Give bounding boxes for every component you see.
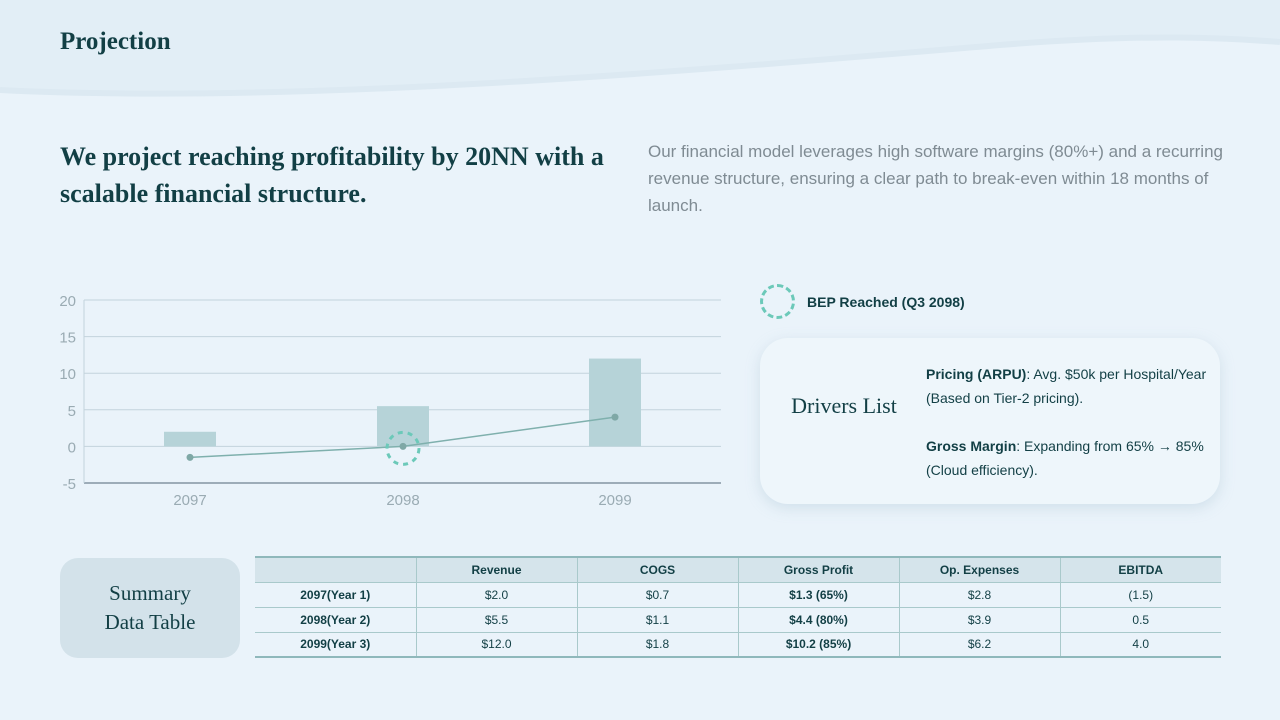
table-row: 2098(Year 2) $5.5 $1.1 $4.4 (80%) $3.9 0.5 [255, 606, 1221, 632]
summary-title: Summary Data Table [60, 558, 240, 658]
bar-2099 [589, 358, 641, 447]
table-cell: $1.1 [576, 606, 738, 632]
bep-label: BEP Reached (Q3 2098) [807, 293, 965, 310]
page-title: Projection [60, 28, 171, 55]
bep-marker [385, 430, 421, 466]
y-tick-label: 10 [59, 366, 76, 383]
bar-2097 [164, 431, 216, 447]
y-tick-label: 5 [68, 403, 76, 420]
description: Our financial model leverages high softw… [648, 142, 1223, 215]
x-tick-label: 2099 [598, 492, 631, 509]
drivers-title: Drivers List [791, 393, 897, 418]
driver-item: Pricing (ARPU): Avg. $50k per Hospital/Y… [926, 362, 1211, 410]
revenue-ebitda-chart: 20 15 10 5 0 -5 2097 2098 2099 [59, 293, 721, 509]
summary-table: Revenue COGS Gross Profit Op. Expenses EBITD… [255, 556, 1221, 658]
table-cell: $4.4 (80%) [737, 606, 899, 632]
table-cell: $10.2 (85%) [737, 631, 899, 657]
column-header: Revenue [415, 557, 577, 582]
table-cell: (1.5) [1059, 581, 1221, 607]
column-header: EBITDA [1059, 557, 1221, 582]
driver-label: Pricing (ARPU) [926, 366, 1027, 382]
table-cell: 2097(Year 1) [255, 581, 416, 607]
table-row: 2099(Year 3) $12.0 $1.8 $10.2 (85%) $6.2 4.0 [255, 631, 1221, 657]
header-wave [0, 0, 1280, 97]
table-cell: 4.0 [1059, 631, 1221, 657]
table-cell: $5.5 [415, 606, 577, 632]
bar-2098 [377, 406, 429, 447]
table-cell: $1.8 [576, 631, 738, 657]
y-tick-label: 0 [68, 439, 76, 456]
line-point-2097 [186, 453, 194, 461]
column-header: Gross Profit [737, 557, 899, 582]
table-cell: 2098(Year 2) [255, 606, 416, 632]
bep-legend: BEP Reached (Q3 2098) [760, 284, 965, 319]
table-cell: $1.3 (65%) [737, 581, 899, 607]
y-tick-label: -5 [63, 476, 76, 493]
table-cell: 2099(Year 3) [255, 631, 416, 657]
table-cell: $0.7 [576, 581, 738, 607]
driver-text: : Avg. $50k per Hospital/Year (Based on … [926, 366, 1207, 406]
column-header [255, 557, 416, 582]
driver-item: Gross Margin: Expanding from 65% → 85% (… [926, 434, 1211, 482]
dashed-circle-icon [760, 284, 795, 319]
driver-label: Gross Margin [926, 438, 1017, 454]
x-tick-label: 2097 [173, 492, 206, 509]
table-cell: $2.0 [415, 581, 577, 607]
column-header: Op. Expenses [898, 557, 1060, 582]
table-cell: $6.2 [898, 631, 1060, 657]
y-tick-label: 15 [59, 330, 76, 347]
y-tick-label: 20 [59, 293, 76, 310]
headline: We project reaching profitability by 20N… [60, 142, 604, 208]
driver-text: : Expanding from 65% → 85% (Cloud effici… [926, 438, 1204, 478]
column-header: COGS [576, 557, 738, 582]
table-cell: $2.8 [898, 581, 1060, 607]
drivers-card: Drivers List Pricing (ARPU): Avg. $50k p… [760, 338, 1220, 504]
line-point-2099 [611, 413, 619, 421]
table-cell: $12.0 [415, 631, 577, 657]
x-tick-label: 2098 [386, 492, 419, 509]
table-cell: $3.9 [898, 606, 1060, 632]
table-cell: 0.5 [1059, 606, 1221, 632]
line-point-2098 [399, 442, 407, 450]
table-row: 2097(Year 1) $2.0 $0.7 $1.3 (65%) $2.8 (1.5) [255, 581, 1221, 607]
